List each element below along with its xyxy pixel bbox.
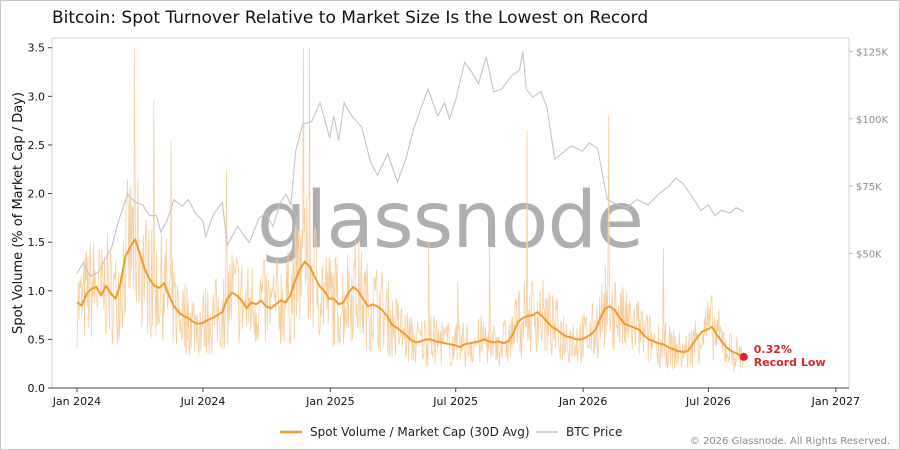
spot-volume-line[interactable] [76,238,745,358]
watermark: glassnode [257,176,644,266]
y-axis-label: Spot Volume (% of Market Cap / Day) [11,92,26,334]
legend-label-volume[interactable]: Spot Volume / Market Cap (30D Avg) [310,425,530,439]
y2-tick-label: $50K [856,249,882,260]
y-tick-label: 1.5 [28,236,46,249]
y-tick-label: 0.0 [28,382,46,395]
x-axis-ticks: Jan 2024 Jul 2024 Jan 2025 Jul 2025 Jan 2026… [52,388,860,408]
y-tick-label: 3.5 [28,42,46,55]
y-axis-ticks: 0.0 0.5 1.0 1.5 2.0 2.5 3.0 3.5 [28,42,52,395]
legend: Spot Volume / Market Cap (30D Avg) BTC P… [280,425,622,439]
record-low-label: Record Low [754,356,826,369]
chart-title: Bitcoin: Spot Turnover Relative to Marke… [52,8,649,28]
y2-axis-ticks: $50K $75K $100K $125K [849,47,888,260]
watermark-text: glassnode [257,176,643,266]
copyright-footer: © 2026 Glassnode. All Rights Reserved. [689,436,890,447]
y-tick-label: 3.0 [28,90,46,103]
y-tick-label: 0.5 [28,333,46,346]
x-tick-label: Jan 2026 [558,395,607,408]
x-tick-label: Jul 2026 [685,395,731,408]
daily-band [76,47,745,372]
btc-price-line[interactable] [76,51,744,278]
series-layer [76,51,745,358]
y2-tick-label: $100K [856,115,888,126]
y-tick-label: 1.0 [28,285,46,298]
daily-volume-line [76,47,745,372]
y-tick-label: 2.5 [28,139,46,152]
x-tick-label: Jul 2024 [180,395,226,408]
y2-tick-label: $125K [856,47,888,58]
record-low-marker[interactable] [739,352,748,361]
record-low-annotation: 0.32% Record Low [739,343,826,369]
x-tick-label: Jan 2025 [305,395,354,408]
y-tick-label: 2.0 [28,188,46,201]
record-low-value: 0.32% [754,343,792,356]
y2-tick-label: $75K [856,182,882,193]
x-tick-label: Jan 2024 [52,395,101,408]
x-tick-label: Jul 2025 [432,395,478,408]
x-tick-label: Jan 2027 [811,395,860,408]
legend-label-price[interactable]: BTC Price [566,425,622,439]
